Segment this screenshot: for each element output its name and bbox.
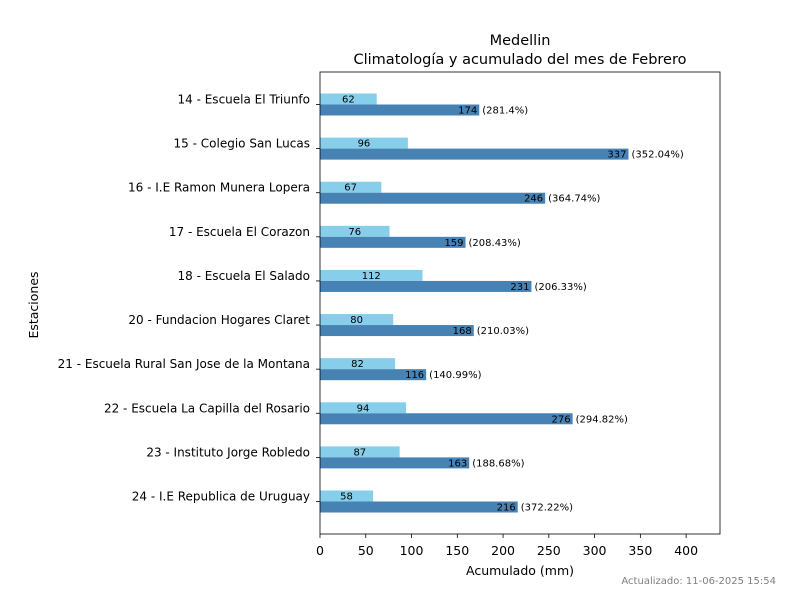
data-label-percent: (210.03%) — [477, 326, 529, 337]
bar-climatology — [320, 181, 382, 193]
bar-accumulated — [320, 192, 546, 204]
data-label-accumulated: 276 — [552, 414, 571, 425]
x-tick-label: 350 — [628, 543, 652, 558]
bar-climatology — [320, 93, 377, 105]
y-tick-label: 22 - Escuela La Capilla del Rosario — [104, 401, 310, 415]
y-tick-label: 24 - I.E Republica de Uruguay — [132, 490, 310, 504]
y-tick-label: 23 - Instituto Jorge Robledo — [146, 445, 310, 459]
y-tick-label: 21 - Escuela Rural San Jose de la Montan… — [58, 357, 310, 371]
y-tick-label: 20 - Fundacion Hogares Claret — [128, 313, 310, 327]
x-tick-label: 200 — [491, 543, 515, 558]
x-tick-label: 0 — [316, 543, 324, 558]
plot-area: 62 174 (281.4%) 14 - Escuela El Triunfo 96 33… — [58, 71, 721, 558]
bar-accumulated — [320, 236, 466, 248]
data-label-percent: (294.82%) — [576, 414, 628, 425]
data-label-percent: (281.4%) — [482, 106, 528, 117]
y-tick-label: 14 - Escuela El Triunfo — [178, 93, 311, 107]
data-label-accumulated: 168 — [453, 326, 472, 337]
bar-accumulated — [320, 325, 474, 337]
y-tick-label: 17 - Escuela El Corazon — [169, 225, 310, 239]
data-label-percent: (140.99%) — [429, 370, 481, 381]
data-label-climatology: 112 — [362, 271, 381, 282]
y-tick-label: 15 - Colegio San Lucas — [174, 137, 310, 151]
data-label-accumulated: 163 — [448, 458, 467, 469]
data-label-climatology: 76 — [348, 227, 361, 238]
bar-accumulated — [320, 413, 573, 425]
bar-accumulated — [320, 369, 427, 381]
chart-title: Medellin — [490, 33, 551, 49]
bar-climatology — [320, 269, 423, 281]
data-label-climatology: 96 — [358, 139, 371, 150]
data-label-accumulated: 159 — [444, 238, 463, 249]
y-tick-label: 16 - I.E Ramon Munera Lopera — [128, 181, 310, 195]
data-label-accumulated: 231 — [510, 282, 529, 293]
bar-climatology — [320, 314, 394, 326]
data-label-climatology: 87 — [353, 447, 366, 458]
data-label-climatology: 58 — [340, 492, 353, 503]
y-axis-label: Estaciones — [26, 271, 41, 338]
x-tick-label: 150 — [445, 543, 469, 558]
x-axis-label: Acumulado (mm) — [466, 563, 574, 578]
data-label-percent: (364.74%) — [548, 194, 600, 205]
data-label-percent: (352.04%) — [631, 150, 683, 161]
updated-timestamp: Actualizado: 11-06-2025 15:54 — [621, 576, 776, 587]
data-label-accumulated: 174 — [458, 106, 477, 117]
data-label-climatology: 80 — [350, 315, 363, 326]
bar-accumulated — [320, 501, 518, 513]
data-label-accumulated: 246 — [524, 194, 543, 205]
x-tick-label: 50 — [358, 543, 374, 558]
x-tick-label: 250 — [537, 543, 561, 558]
bar-climatology — [320, 225, 390, 237]
bar-accumulated — [320, 148, 629, 160]
x-tick-label: 100 — [400, 543, 424, 558]
bar-climatology — [320, 137, 408, 149]
data-label-climatology: 94 — [357, 403, 370, 414]
bar-accumulated — [320, 280, 532, 292]
x-tick-label: 400 — [674, 543, 698, 558]
y-tick-label: 18 - Escuela El Salado — [178, 269, 311, 283]
data-label-accumulated: 216 — [497, 503, 516, 514]
x-tick-label: 300 — [583, 543, 607, 558]
data-label-climatology: 82 — [351, 359, 364, 370]
bar-climatology — [320, 490, 374, 502]
chart-subtitle: Climatología y acumulado del mes de Febr… — [354, 52, 687, 68]
bar-climatology — [320, 402, 407, 414]
plot-frame — [319, 71, 721, 535]
bar-accumulated — [320, 457, 470, 469]
data-label-climatology: 67 — [344, 183, 357, 194]
data-label-percent: (206.33%) — [534, 282, 586, 293]
data-label-climatology: 62 — [342, 95, 355, 106]
data-label-percent: (208.43%) — [469, 238, 521, 249]
bar-climatology — [320, 358, 396, 370]
bar-accumulated — [320, 104, 480, 116]
data-label-accumulated: 116 — [405, 370, 424, 381]
data-label-percent: (372.22%) — [521, 503, 573, 514]
bar-climatology — [320, 446, 400, 458]
data-label-accumulated: 337 — [607, 150, 626, 161]
data-label-percent: (188.68%) — [472, 458, 524, 469]
